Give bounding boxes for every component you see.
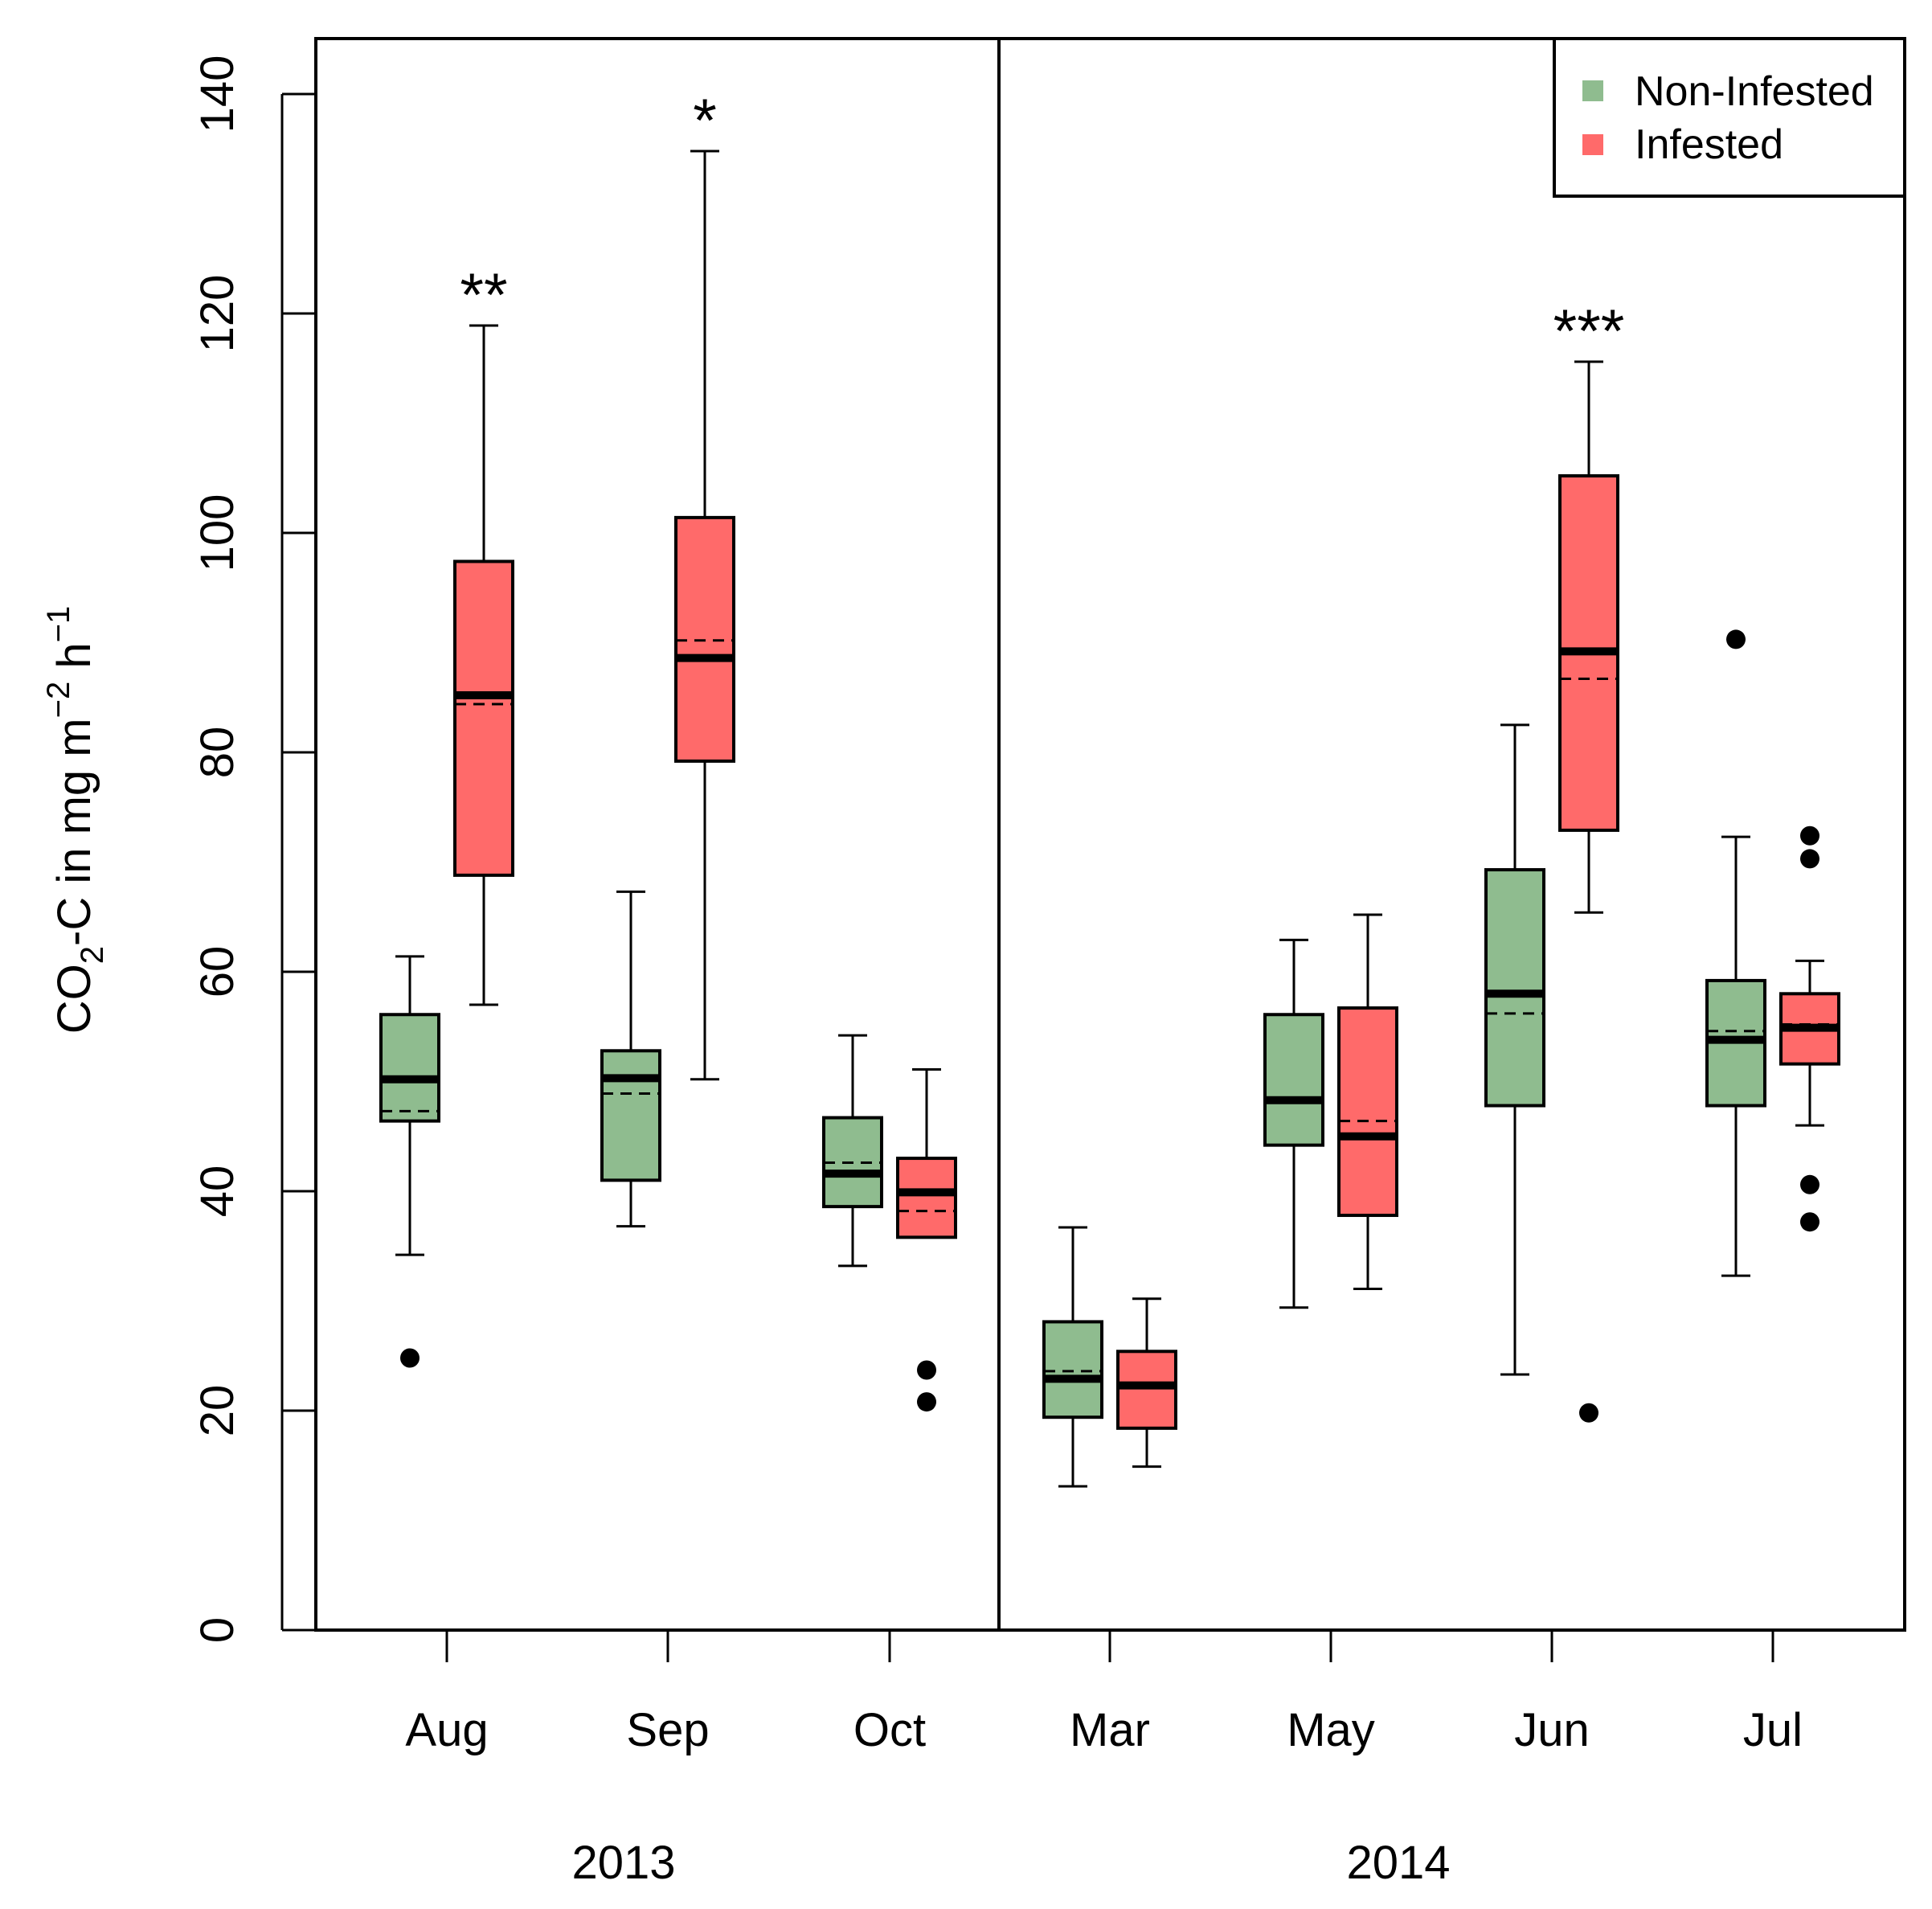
box-non-infested-jul	[1705, 629, 1766, 1277]
y-tick-label-40: 40	[191, 1165, 244, 1218]
y-title-sup1: −2	[41, 682, 76, 719]
year-label-2013: 2013	[571, 1837, 675, 1889]
significance-infested-sep: *	[693, 87, 717, 155]
year-label-2014: 2014	[1346, 1837, 1450, 1889]
x-tick-label-oct: Oct	[853, 1704, 926, 1756]
box-infested-oct	[896, 1067, 957, 1412]
outlier-non-infested-aug-0	[400, 1348, 420, 1368]
y-tick-label-100: 100	[191, 494, 244, 572]
significance-infested-jun: ***	[1553, 297, 1625, 366]
y-axis-title: CO2-C in mg m−2 h−1	[41, 606, 110, 1034]
y-tick-label-60: 60	[191, 946, 244, 998]
iqr-box-non-infested-jun	[1484, 868, 1545, 1108]
y-tick-label-0: 0	[191, 1617, 244, 1643]
iqr-box-non-infested-mar	[1042, 1320, 1103, 1419]
box-infested-jun	[1558, 360, 1619, 1423]
outlier-infested-oct-0	[917, 1360, 936, 1380]
legend-swatch-infested	[1582, 134, 1603, 155]
legend-swatch-non-infested	[1582, 80, 1603, 101]
box-non-infested-oct	[822, 1034, 883, 1268]
outlier-infested-jul-3	[1800, 1212, 1819, 1232]
box-series	[379, 150, 1840, 1488]
outlier-infested-oct-1	[917, 1392, 936, 1412]
outlier-infested-jul-1	[1800, 849, 1819, 869]
x-tick-label-aug: Aug	[405, 1704, 488, 1756]
iqr-box-non-infested-aug	[379, 1013, 440, 1123]
plot-border	[314, 37, 1906, 1632]
x-tick-label-jul: Jul	[1743, 1704, 1803, 1756]
box-infested-may	[1337, 913, 1398, 1290]
box-infested-mar	[1116, 1297, 1177, 1469]
x-tick-label-may: May	[1287, 1704, 1375, 1756]
legend-label-infested: Infested	[1635, 121, 1783, 168]
y-title-sup2: −1	[41, 606, 76, 643]
x-axis: Aug Sep Oct Mar May Jun Jul 2013 2014	[405, 1630, 1803, 1889]
y-title-sub: 2	[75, 946, 110, 964]
x-tick-label-sep: Sep	[626, 1704, 709, 1756]
box-infested-jul	[1779, 825, 1840, 1232]
y-tick-label-20: 20	[191, 1385, 244, 1437]
y-axis: 0 20 40 60 80 100 120 140	[191, 55, 316, 1643]
outlier-non-infested-jul-0	[1726, 629, 1746, 649]
box-non-infested-aug	[379, 955, 440, 1368]
outlier-infested-jul-0	[1800, 825, 1819, 846]
outlier-infested-jul-2	[1800, 1174, 1819, 1194]
box-non-infested-mar	[1042, 1226, 1103, 1488]
plot-frame	[314, 37, 1906, 1632]
legend-box	[1553, 37, 1906, 198]
box-non-infested-may	[1263, 938, 1324, 1309]
legend-label-non-infested: Non-Infested	[1635, 68, 1874, 115]
iqr-box-infested-mar	[1116, 1350, 1177, 1430]
iqr-box-non-infested-may	[1263, 1013, 1324, 1147]
x-tick-label-jun: Jun	[1514, 1704, 1590, 1756]
iqr-box-infested-aug	[453, 559, 514, 877]
box-infested-aug	[453, 324, 514, 1006]
iqr-box-non-infested-sep	[600, 1049, 661, 1182]
y-tick-label-140: 140	[191, 55, 244, 133]
significance-markers: ******	[460, 87, 1624, 366]
box-non-infested-sep	[600, 890, 661, 1228]
y-tick-label-120: 120	[191, 275, 244, 353]
y-title-part-co: CO	[48, 964, 100, 1034]
box-infested-sep	[674, 150, 735, 1081]
box-non-infested-jun	[1484, 723, 1545, 1376]
outlier-infested-jun-0	[1579, 1403, 1598, 1423]
iqr-box-infested-oct	[896, 1157, 957, 1239]
x-tick-label-mar: Mar	[1070, 1704, 1150, 1756]
significance-infested-aug: **	[460, 261, 507, 330]
y-title-part-h: h	[48, 642, 100, 681]
y-tick-label-80: 80	[191, 727, 244, 779]
iqr-box-infested-may	[1337, 1006, 1398, 1218]
legend: Non-Infested Infested	[1553, 37, 1906, 198]
y-title-part-mid: -C in mg m	[48, 718, 100, 946]
